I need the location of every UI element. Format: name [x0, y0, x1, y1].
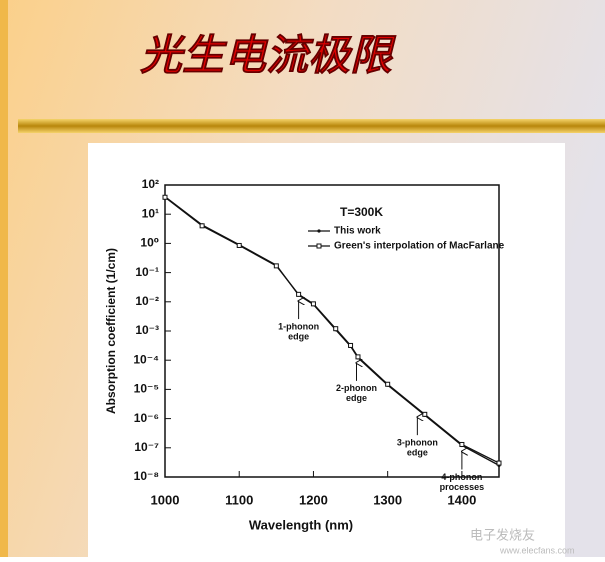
annotation-text: 1-phonon: [278, 321, 319, 331]
divider: [18, 119, 605, 133]
point: [273, 263, 279, 269]
legend-title: T=300K: [340, 205, 383, 219]
annotation-text: 4-phonon: [441, 472, 482, 482]
x-tick-label: 1400: [447, 492, 476, 507]
y-tick-label: 10⁻²: [135, 294, 159, 308]
y-tick-label: 10⁻³: [135, 323, 159, 337]
point: [496, 460, 502, 466]
point: [162, 194, 168, 200]
legend-marker: [317, 229, 321, 233]
point: [333, 326, 339, 332]
y-tick-label: 10⁻⁵: [134, 382, 159, 396]
watermark: 电子发烧友: [470, 527, 535, 542]
annotation-text: edge: [288, 331, 309, 341]
legend-marker: [316, 243, 322, 249]
legend-label: This work: [334, 226, 381, 237]
annotation-text: 2-phonon: [336, 383, 377, 393]
annotation-text: edge: [346, 393, 367, 403]
y-tick-label: 10¹: [142, 206, 159, 220]
point: [422, 411, 428, 417]
x-axis-label: Wavelength (nm): [249, 517, 353, 532]
point: [199, 223, 205, 229]
y-tick-label: 10⁻⁸: [134, 469, 159, 483]
y-tick-label: 10⁰: [140, 236, 159, 250]
left-stripe: [0, 0, 8, 557]
chart-panel: [88, 143, 565, 557]
point: [459, 441, 465, 447]
y-tick-label: 10⁻⁷: [134, 440, 159, 454]
point: [236, 242, 242, 248]
y-axis-label: Absorption coefficient (1/cm): [104, 248, 118, 414]
y-tick-label: 10²: [142, 177, 159, 191]
x-tick-label: 1200: [299, 492, 328, 507]
x-tick-label: 1300: [373, 492, 402, 507]
point: [355, 354, 361, 360]
point: [310, 301, 316, 307]
watermark-site: www.elecfans.com: [499, 545, 575, 555]
x-tick-label: 1000: [151, 492, 180, 507]
annotation-text: 3-phonon: [397, 438, 438, 448]
y-tick-label: 10⁻⁶: [134, 411, 159, 425]
slide-title: 光生电流极限: [140, 31, 397, 80]
annotation-text: processes: [440, 482, 485, 492]
x-tick-label: 1100: [225, 492, 253, 507]
y-tick-label: 10⁻¹: [135, 265, 159, 279]
point: [296, 291, 302, 297]
legend-label: Green's interpolation of MacFarlane: [334, 241, 505, 252]
point: [385, 381, 391, 387]
annotation-text: edge: [407, 448, 428, 458]
point: [348, 342, 354, 348]
y-tick-label: 10⁻⁴: [133, 352, 159, 366]
